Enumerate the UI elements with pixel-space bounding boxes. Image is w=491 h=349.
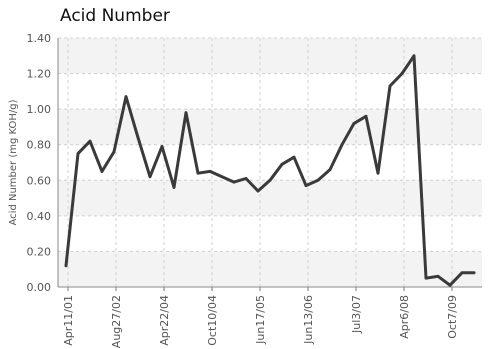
data-point xyxy=(64,264,68,268)
data-point xyxy=(436,274,440,278)
y-tick-label: 0.00 xyxy=(27,281,52,294)
data-point xyxy=(472,271,476,275)
y-tick-label: 0.60 xyxy=(27,174,52,187)
data-point xyxy=(256,189,260,193)
data-point xyxy=(460,271,464,275)
data-point xyxy=(412,54,416,58)
x-tick-labels: Apr11/01 Aug27/02 Apr22/04 Oct10/04 Jun17/05… xyxy=(62,295,459,348)
data-point xyxy=(328,168,332,172)
data-point xyxy=(88,139,92,143)
x-tick-label: Oct7/09 xyxy=(446,295,459,339)
data-point xyxy=(160,145,164,148)
data-point xyxy=(172,186,176,189)
y-tick-label: 0.20 xyxy=(27,245,52,258)
y-tick-label: 0.40 xyxy=(27,210,52,223)
plot-band xyxy=(58,109,482,145)
x-tick-label: Apr6/08 xyxy=(398,295,411,339)
data-point xyxy=(124,95,128,99)
data-point xyxy=(196,171,200,175)
y-tick-label: 1.20 xyxy=(27,68,52,81)
series-group xyxy=(64,54,476,287)
x-tick-label: Jul3/07 xyxy=(350,295,363,334)
chart-title: Acid Number xyxy=(60,6,170,26)
y-axis-label: Acid Number (mg KOH/g) xyxy=(8,99,19,225)
data-point xyxy=(424,276,428,280)
y-tick-label: 1.40 xyxy=(27,32,52,45)
x-tick-label: Jun17/05 xyxy=(254,295,267,345)
y-tick-label: 1.00 xyxy=(27,103,52,116)
y-tick-label: 0.80 xyxy=(27,139,52,152)
x-tick-label: Apr22/04 xyxy=(158,295,171,346)
plot-band xyxy=(58,251,482,287)
data-point xyxy=(388,84,392,88)
x-tick-label: Oct10/04 xyxy=(206,295,219,346)
data-point xyxy=(76,152,80,156)
data-point xyxy=(352,121,356,125)
x-tick-label: Apr11/01 xyxy=(62,295,75,346)
data-point xyxy=(268,178,272,182)
data-point xyxy=(100,169,104,173)
plot-bands xyxy=(58,38,482,287)
y-tick-labels: 0.00 0.20 0.40 0.60 0.80 1.00 1.20 1.40 xyxy=(27,32,52,294)
data-point xyxy=(340,143,344,147)
data-point xyxy=(376,171,380,175)
data-point xyxy=(208,169,212,173)
x-tick-label: Aug27/02 xyxy=(110,295,123,348)
data-point xyxy=(244,177,248,180)
data-point xyxy=(220,175,224,179)
data-point xyxy=(400,72,404,75)
data-point xyxy=(448,283,452,287)
data-point xyxy=(232,180,236,184)
data-point xyxy=(184,111,188,115)
data-point xyxy=(364,114,368,118)
plot-band xyxy=(58,38,482,74)
series-line xyxy=(64,54,476,287)
data-point xyxy=(292,155,296,159)
data-point xyxy=(148,175,152,179)
axes xyxy=(57,38,482,288)
plot-band xyxy=(58,180,482,216)
data-point xyxy=(304,184,308,188)
data-point xyxy=(280,162,284,166)
data-point xyxy=(112,150,116,154)
data-point xyxy=(316,178,320,182)
data-point xyxy=(136,136,140,140)
x-tick-label: Jun13/06 xyxy=(302,295,315,345)
